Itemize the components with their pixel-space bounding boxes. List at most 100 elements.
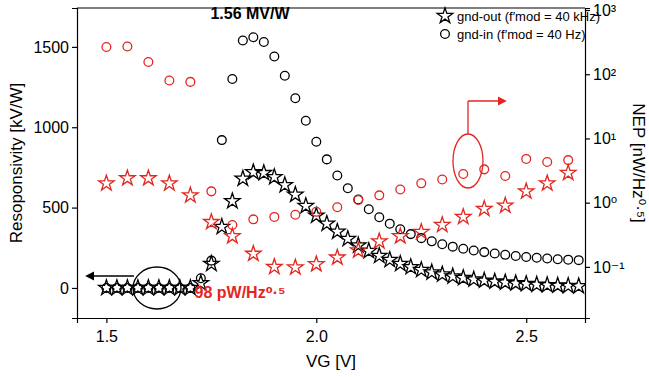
- point: [518, 183, 534, 198]
- tick-mark: [585, 74, 590, 75]
- point: [543, 158, 552, 167]
- tick-mark: [72, 207, 77, 208]
- tick-label: 1.5: [96, 328, 118, 345]
- point: [288, 187, 304, 202]
- point: [267, 259, 283, 274]
- y-axis: 050010001500: [33, 9, 77, 319]
- point: [225, 193, 241, 208]
- point: [123, 42, 132, 51]
- point: [246, 246, 262, 261]
- y-axis-line: [72, 9, 78, 319]
- tick: 1000: [33, 119, 77, 136]
- tick-label: 1000: [33, 119, 69, 136]
- point: [351, 242, 367, 257]
- point: [459, 244, 468, 253]
- point: [256, 165, 272, 180]
- tick-mark: [585, 267, 590, 268]
- point: [564, 255, 573, 264]
- point: [322, 155, 331, 164]
- series: [102, 33, 583, 292]
- point: [207, 256, 216, 265]
- point: [476, 201, 492, 216]
- point: [162, 175, 178, 190]
- tick-label: 1500: [33, 39, 69, 56]
- point: [204, 214, 220, 229]
- legend: gnd-out (f′mod = 40 kHz)gnd-in (f′mod = …: [437, 8, 600, 42]
- point: [396, 185, 405, 194]
- tick: 10²: [585, 66, 617, 83]
- point: [120, 170, 136, 185]
- point: [144, 58, 153, 67]
- legend-label: gnd-out (f′mod = 40 kHz): [457, 9, 600, 24]
- axis-marker-circle: [133, 267, 181, 309]
- point: [207, 187, 216, 196]
- point: [438, 175, 447, 184]
- tick-mark: [72, 127, 77, 128]
- point: [333, 171, 342, 180]
- point: [508, 275, 524, 290]
- tick-mark: [316, 318, 317, 323]
- y2-axis: 10⁻¹10⁰10¹10²10³: [585, 2, 625, 319]
- point: [228, 75, 237, 84]
- point: [448, 242, 457, 251]
- tick-mark: [526, 318, 527, 323]
- point: [490, 249, 499, 258]
- point: [249, 33, 258, 42]
- point: [134, 284, 143, 293]
- point: [427, 237, 436, 246]
- point: [186, 78, 195, 87]
- point: [385, 219, 394, 228]
- tick-mark: [72, 47, 77, 48]
- point: [217, 136, 226, 145]
- point: [403, 259, 419, 274]
- point: [102, 284, 111, 293]
- tick-mark: [72, 288, 77, 289]
- axis-marker-circle: [453, 134, 483, 188]
- point: [560, 165, 576, 180]
- point: [312, 137, 321, 146]
- point: [123, 284, 132, 293]
- point: [225, 228, 241, 243]
- point: [532, 253, 541, 262]
- y-axis-title: Resoponsivity [kV/W]: [7, 83, 26, 244]
- point: [501, 172, 510, 181]
- point: [413, 224, 429, 239]
- point: [497, 197, 513, 212]
- point: [375, 213, 384, 222]
- point: [518, 276, 534, 291]
- point: [476, 272, 492, 287]
- point: [319, 215, 335, 230]
- point: [270, 52, 279, 61]
- point: [186, 284, 195, 293]
- point: [270, 213, 279, 222]
- tick: 0: [60, 280, 77, 297]
- point: [175, 284, 184, 293]
- point: [553, 255, 562, 264]
- point: [417, 179, 426, 188]
- chart: 1.52.02.505001000150010⁻¹10⁰10¹10²10³VG …: [0, 0, 649, 377]
- point: [165, 284, 174, 293]
- point: [301, 116, 310, 125]
- tick-label: 2.5: [516, 328, 538, 345]
- point: [487, 273, 503, 288]
- x-axis-title: VG [V]: [306, 352, 356, 371]
- point: [497, 274, 513, 289]
- series: [99, 164, 585, 294]
- point: [543, 254, 552, 263]
- annotation: 1.56 MV/W: [210, 5, 290, 22]
- point: [291, 210, 300, 219]
- point: [392, 228, 408, 243]
- tick: 2.5: [516, 318, 538, 345]
- tick-mark: [106, 318, 107, 323]
- point: [165, 76, 174, 85]
- x-axis-line: [78, 319, 586, 324]
- point: [113, 284, 122, 293]
- y2-axis-title: NEP [nW/Hz⁰·⁵]: [629, 103, 648, 222]
- point: [154, 284, 163, 293]
- point: [259, 38, 268, 47]
- point: [309, 207, 325, 222]
- series: [99, 165, 576, 274]
- point: [333, 203, 342, 212]
- point: [574, 256, 583, 265]
- point: [204, 256, 220, 271]
